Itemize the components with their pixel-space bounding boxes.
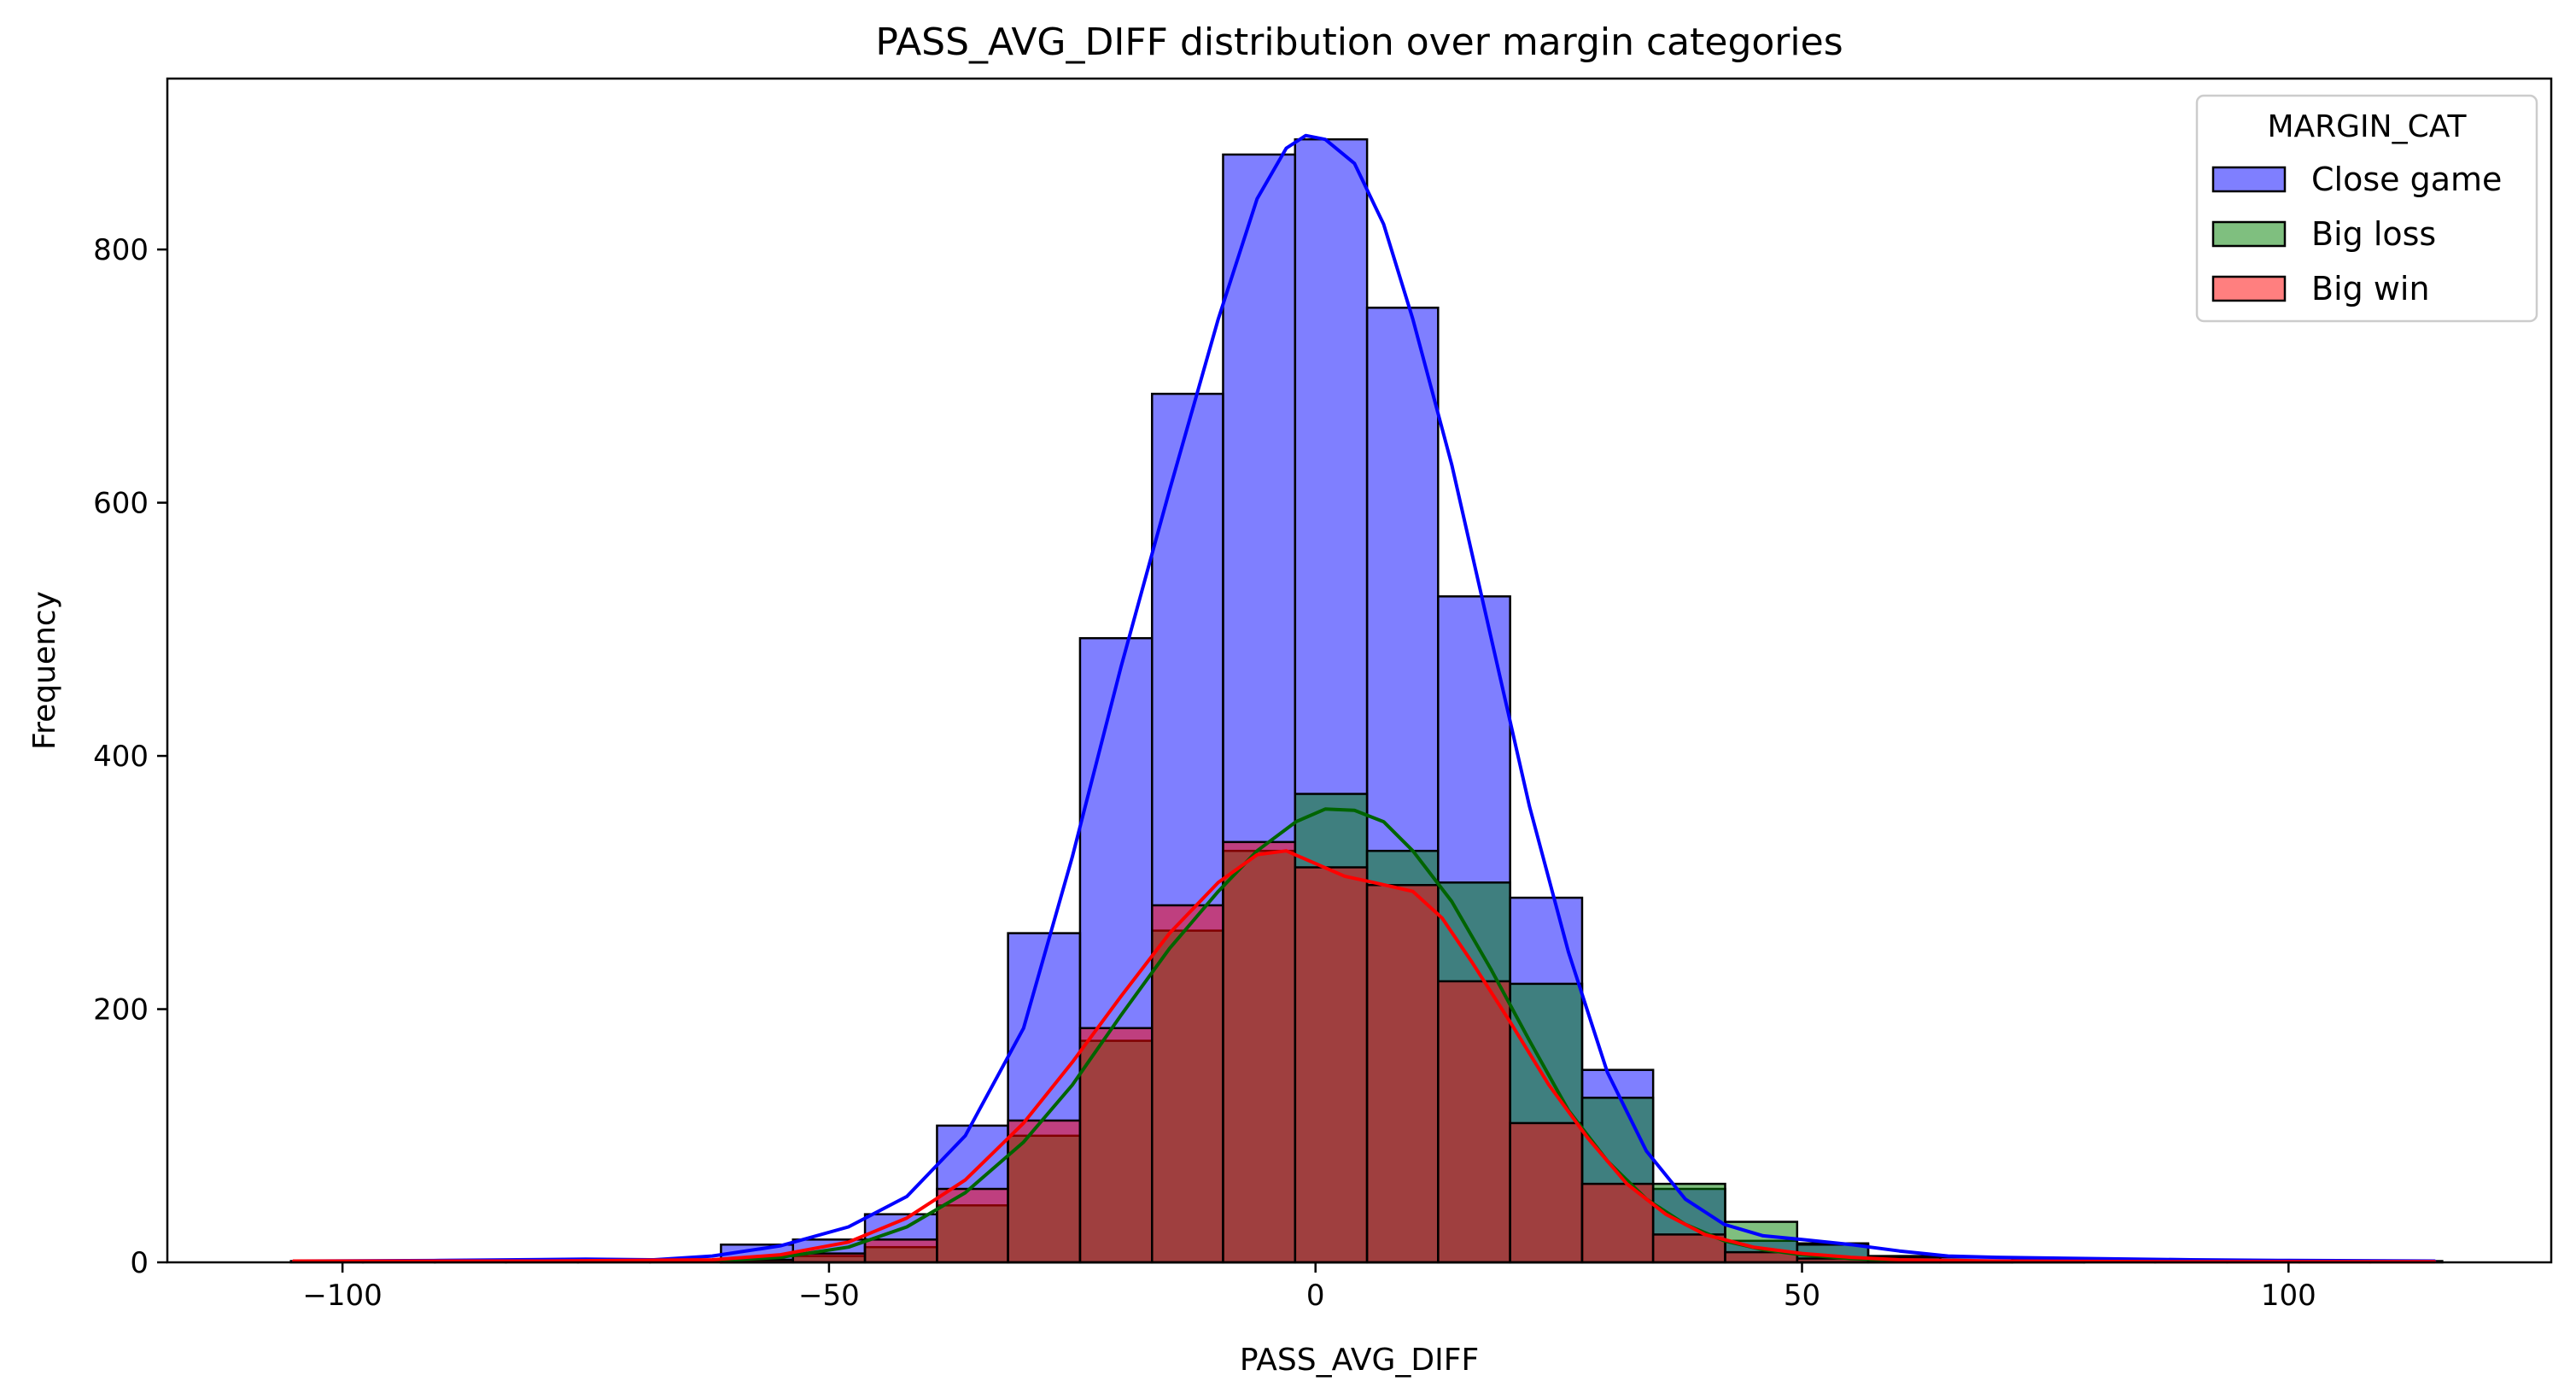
legend: MARGIN_CAT Close game Big loss Big win — [2195, 94, 2538, 323]
legend-label-2: Big win — [2311, 270, 2430, 307]
legend-title: MARGIN_CAT — [2267, 109, 2467, 144]
histogram-bar-series-2-bin-8 — [863, 1238, 938, 1264]
histogram-bar-series-2-bin-10 — [1007, 1119, 1082, 1264]
kde-curve-series-2 — [292, 849, 2437, 1264]
legend-label-0: Close game — [2311, 161, 2502, 198]
bars-layer — [289, 138, 2444, 1264]
histogram-bar-series-2-bin-17 — [1509, 1121, 1584, 1264]
legend-entries: Close game Big loss Big win — [2211, 161, 2502, 307]
x-axis-ticks: −100 −50 0 50 100 — [302, 1262, 2316, 1313]
histogram-bar-series-2-bin-11 — [1078, 1027, 1154, 1264]
legend-swatch-1 — [2211, 220, 2287, 248]
y-axis-ticks: 0 200 400 600 800 — [93, 233, 167, 1280]
x-tick-label-3: 50 — [1784, 1279, 1820, 1313]
x-tick-label-2: 0 — [1306, 1279, 1325, 1313]
x-tick-label-4: 100 — [2261, 1279, 2316, 1313]
legend-box — [2195, 94, 2538, 323]
legend-label-1: Big loss — [2311, 215, 2436, 253]
histogram-bar-series-2-bin-13 — [1222, 840, 1297, 1264]
histogram-bar-series-2-bin-16 — [1437, 980, 1511, 1264]
y-tick-label-4: 800 — [93, 233, 149, 267]
y-tick-label-3: 600 — [93, 487, 149, 521]
kde-layer — [292, 133, 2437, 1264]
x-tick-label-1: −50 — [798, 1279, 860, 1313]
x-axis-label: PASS_AVG_DIFF — [1240, 1343, 1479, 1378]
histogram-bar-series-2-bin-9 — [936, 1187, 1009, 1264]
histogram-bar-series-2-bin-15 — [1365, 884, 1440, 1264]
plot-frame — [166, 77, 2553, 1264]
y-tick-label-2: 400 — [93, 740, 149, 774]
x-tick-label-0: −100 — [302, 1279, 382, 1313]
histogram-bar-series-2-bin-14 — [1294, 866, 1369, 1264]
y-tick-label-0: 0 — [130, 1246, 149, 1280]
kde-curve-series-0 — [292, 133, 2437, 1263]
y-tick-label-1: 200 — [93, 993, 149, 1027]
legend-swatch-2 — [2211, 275, 2287, 302]
chart-title: PASS_AVG_DIFF distribution over margin c… — [875, 20, 1843, 64]
y-axis-label: Frequency — [27, 591, 62, 750]
legend-swatch-0 — [2211, 166, 2287, 193]
